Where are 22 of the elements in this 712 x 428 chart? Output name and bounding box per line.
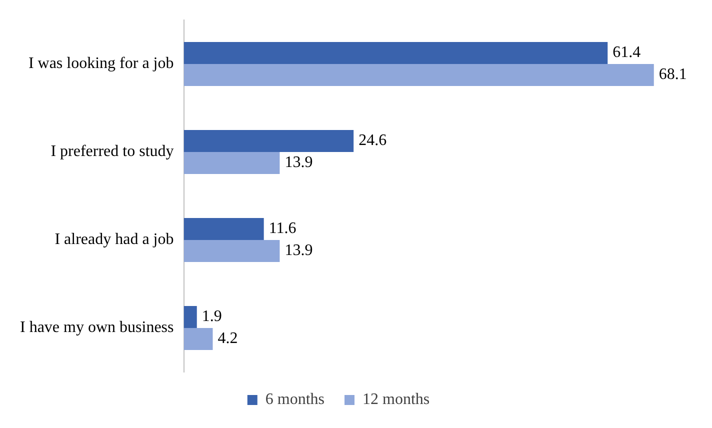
bar [184, 240, 280, 262]
bar [184, 328, 213, 350]
data-label: 11.6 [268, 220, 296, 238]
data-label: 13.9 [284, 242, 313, 260]
legend-label: 6 months [265, 391, 325, 408]
data-label: 61.4 [612, 44, 641, 62]
bar [184, 218, 264, 240]
data-label: 4.2 [218, 330, 238, 348]
bar [184, 64, 654, 86]
bar [184, 152, 280, 174]
y-tick-label: I preferred to study [50, 143, 174, 160]
data-label: 24.6 [358, 132, 387, 150]
data-label: 1.9 [202, 308, 222, 326]
y-tick-label: I was looking for a job [28, 55, 174, 72]
y-tick-label: I already had a job [54, 231, 174, 248]
data-label: 13.9 [284, 154, 313, 172]
data-label: 68.1 [658, 66, 687, 84]
y-tick-label: I have my own business [20, 319, 174, 336]
legend-label: 12 months [362, 391, 430, 408]
bar [184, 130, 354, 152]
bar [184, 306, 197, 328]
bar [184, 42, 608, 64]
